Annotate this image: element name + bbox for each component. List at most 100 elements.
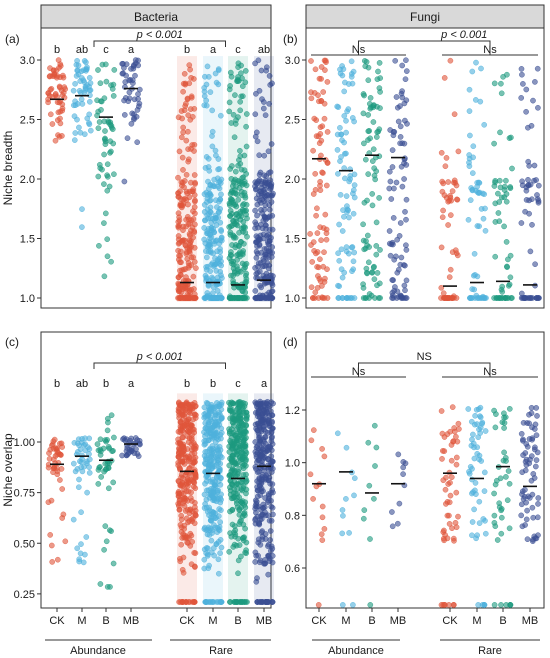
data-point — [360, 295, 367, 301]
data-point — [210, 509, 217, 516]
data-point — [491, 512, 498, 519]
data-point — [403, 295, 410, 301]
data-point — [215, 66, 222, 72]
data-point — [232, 92, 238, 98]
data-point — [239, 444, 246, 450]
data-point — [519, 178, 525, 185]
data-point — [126, 89, 133, 96]
data-point — [227, 229, 234, 236]
data-point — [402, 287, 408, 294]
panel-letter-a: (a) — [5, 32, 20, 46]
data-point — [179, 154, 186, 161]
significance-bracket: Ns Nsp < 0.001 — [311, 29, 538, 56]
data-point — [403, 242, 409, 249]
data-point — [308, 58, 314, 64]
data-point — [523, 108, 529, 115]
data-point — [524, 536, 531, 543]
data-point — [450, 602, 457, 608]
data-point — [181, 498, 188, 504]
series-rare-m — [465, 59, 489, 301]
data-point — [266, 517, 273, 524]
data-point — [531, 426, 538, 432]
data-point — [476, 426, 482, 433]
data-point — [254, 250, 261, 257]
data-point — [229, 482, 236, 489]
data-point — [241, 509, 248, 516]
data-point — [509, 165, 515, 172]
data-point — [518, 66, 525, 72]
data-point — [252, 497, 259, 504]
group-label-left-c: Abundance — [45, 639, 152, 657]
data-point — [269, 487, 276, 493]
data-point — [45, 499, 52, 506]
data-point — [227, 508, 233, 515]
strip-fungi: Fungi — [305, 4, 545, 29]
data-point — [201, 88, 208, 95]
data-point — [202, 440, 209, 447]
data-point — [503, 177, 509, 184]
data-point — [202, 449, 209, 455]
data-point — [261, 263, 268, 269]
data-point — [388, 196, 395, 202]
data-point — [399, 62, 406, 69]
y-tick-label: 1.00 — [14, 437, 35, 449]
data-point — [121, 64, 127, 71]
series-rare-mb — [252, 393, 276, 605]
data-point — [206, 197, 213, 204]
data-point — [256, 197, 263, 204]
data-point — [480, 516, 487, 522]
data-point — [242, 261, 248, 268]
data-point — [402, 208, 408, 215]
data-point — [255, 401, 261, 408]
data-point — [217, 550, 223, 557]
significance-letter: b — [184, 44, 190, 56]
data-point — [455, 148, 462, 155]
data-point — [501, 420, 508, 426]
data-point — [59, 92, 66, 99]
data-point — [73, 61, 80, 68]
data-point — [202, 295, 209, 301]
data-point — [211, 522, 217, 528]
data-point — [392, 57, 399, 64]
data-point — [268, 503, 275, 510]
data-point — [257, 221, 264, 228]
data-point — [334, 147, 341, 153]
data-point — [535, 182, 542, 189]
data-point — [124, 135, 131, 142]
data-point — [263, 291, 270, 298]
data-point — [188, 74, 194, 81]
data-point — [218, 544, 225, 551]
data-point — [504, 264, 510, 270]
data-point — [79, 75, 85, 81]
data-point — [185, 488, 192, 495]
data-point — [323, 59, 329, 66]
data-point — [476, 456, 483, 463]
data-point — [108, 412, 115, 419]
data-point — [466, 86, 473, 93]
series-rare-b — [226, 393, 250, 605]
data-point — [261, 214, 268, 220]
data-point — [120, 70, 126, 77]
data-point — [204, 552, 211, 559]
data-point — [470, 431, 476, 438]
data-point — [177, 272, 184, 278]
panel-a: 1.01.52.02.53.0b ab c a b a c abp < 0.001 — [20, 29, 276, 305]
data-point — [241, 534, 248, 541]
data-point — [192, 181, 198, 187]
data-point — [130, 80, 136, 87]
data-point — [211, 183, 218, 190]
data-point — [268, 399, 275, 405]
data-point — [496, 500, 503, 507]
data-point — [254, 138, 261, 145]
data-point — [81, 58, 88, 64]
data-point — [455, 420, 462, 427]
data-point — [324, 129, 331, 135]
data-point — [237, 153, 244, 160]
data-point — [216, 527, 223, 534]
data-point — [268, 462, 274, 469]
data-point — [103, 438, 109, 445]
data-point — [207, 430, 214, 436]
data-point — [97, 80, 104, 87]
data-point — [467, 132, 473, 139]
data-point — [187, 543, 194, 549]
